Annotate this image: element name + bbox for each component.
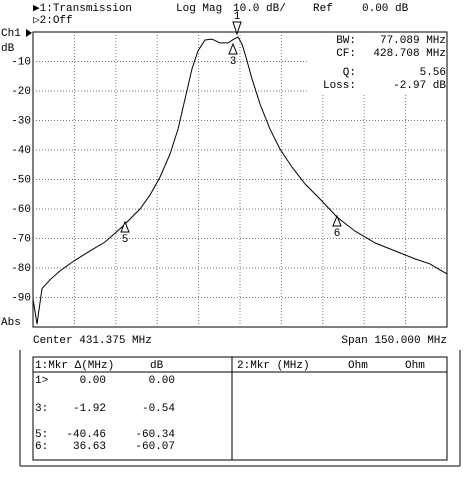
- y-tick-label: -20: [11, 86, 31, 98]
- row-db: -60.34: [135, 429, 175, 441]
- row-delta: 36.63: [73, 441, 106, 453]
- trace: [32, 36, 448, 325]
- row-label: 5:: [35, 429, 48, 441]
- table-header: Ohm: [405, 360, 425, 372]
- info-label: Loss:: [323, 80, 356, 92]
- y-tick-label: -90: [11, 292, 31, 304]
- y-tick-label: -50: [11, 174, 31, 186]
- marker-table: 1:Mkr Δ(MHz) dB 2:Mkr (MHz) Ohm Ohm 1> 0.00 0.0…: [35, 360, 425, 453]
- row-label: 3:: [35, 403, 48, 415]
- marker-triangle: [232, 21, 242, 36]
- info-value: 5.56: [420, 67, 446, 79]
- marker-triangle: [120, 220, 130, 233]
- marker-label: 5: [122, 234, 129, 246]
- row-db: 0.00: [149, 375, 175, 387]
- info: BW: 77.089 MHz CF: 428.708 MHz Q: 5.56 Loss: -2…: [323, 35, 446, 92]
- plot: 1 3 5 6: [32, 11, 448, 325]
- y-tick-label: -30: [11, 115, 31, 127]
- y-tick-label: -40: [11, 145, 31, 157]
- y-tick-label: -60: [11, 204, 31, 216]
- marker-label: 6: [334, 228, 341, 240]
- marker-label: 1: [234, 11, 241, 23]
- table-header: Ohm: [348, 360, 368, 372]
- scale-label: 10.0 dB/: [233, 3, 286, 15]
- row-db: -0.54: [142, 403, 175, 415]
- y-tick-label: -80: [11, 263, 31, 275]
- info-label: BW:: [336, 35, 356, 47]
- info-value: -2.97 dB: [393, 80, 446, 92]
- ref-arrow: [26, 29, 32, 37]
- y-tick-label: -10: [11, 56, 31, 68]
- info-label: Q:: [343, 67, 356, 79]
- marker-triangle: [228, 42, 238, 55]
- y-tick-label: -70: [11, 233, 31, 245]
- row-delta: 0.00: [80, 375, 106, 387]
- marker-label: 3: [230, 56, 237, 68]
- table-header: 2:Mkr (MHz): [237, 360, 310, 372]
- span-label: Span 150.000 MHz: [341, 335, 447, 347]
- ref-value: 0.00 dB: [362, 3, 409, 15]
- info-label: CF:: [336, 48, 356, 60]
- trace1-label: ▶1:Transmission: [33, 3, 132, 15]
- row-delta: -40.46: [66, 429, 106, 441]
- marker-triangle: [332, 214, 342, 227]
- center-label: Center 431.375 MHz: [33, 335, 152, 347]
- marker-table-frame: [32, 356, 448, 461]
- table-header: dB: [150, 360, 164, 372]
- row-db: -60.07: [135, 441, 175, 453]
- y-bottom-label: Abs: [1, 317, 21, 329]
- table-header: 1:Mkr Δ(MHz): [35, 360, 114, 372]
- ref-label: Ref: [313, 3, 333, 15]
- info-value: 77.089 MHz: [380, 35, 446, 47]
- info-box: [308, 33, 446, 93]
- format-label: Log Mag: [176, 3, 222, 15]
- trace2-label: ▷2:Off: [33, 15, 73, 27]
- info-value: 428.708 MHz: [373, 48, 446, 60]
- row-label: 6:: [35, 441, 48, 453]
- row-label: 1>: [35, 375, 48, 387]
- row-delta: -1.92: [73, 403, 106, 415]
- channel-label: Ch1: [1, 28, 21, 40]
- y-axis-label: dB: [1, 43, 15, 55]
